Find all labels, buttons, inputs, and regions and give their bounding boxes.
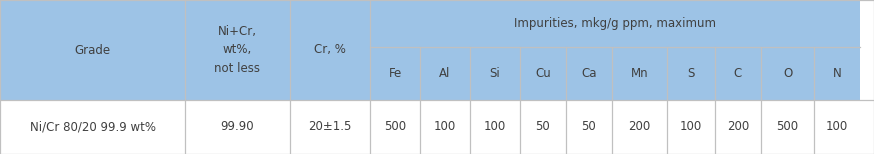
Text: 50: 50 <box>536 120 551 134</box>
Text: Ni/Cr 80/20 99.9 wt%: Ni/Cr 80/20 99.9 wt% <box>30 120 156 134</box>
Text: 100: 100 <box>680 120 702 134</box>
Text: Fe: Fe <box>388 67 402 80</box>
Text: 99.90: 99.90 <box>221 120 254 134</box>
Text: 20±1.5: 20±1.5 <box>309 120 351 134</box>
Text: N: N <box>833 67 842 80</box>
Text: Al: Al <box>440 67 451 80</box>
Text: 100: 100 <box>434 120 456 134</box>
Text: Si: Si <box>489 67 501 80</box>
Text: Cu: Cu <box>535 67 551 80</box>
Text: Cr, %: Cr, % <box>314 43 346 57</box>
Text: 100: 100 <box>826 120 848 134</box>
Text: Impurities, mkg/g ppm, maximum: Impurities, mkg/g ppm, maximum <box>514 17 716 30</box>
Text: 100: 100 <box>484 120 506 134</box>
Text: Ca: Ca <box>581 67 597 80</box>
Text: O: O <box>783 67 792 80</box>
Text: 500: 500 <box>384 120 406 134</box>
Text: 500: 500 <box>776 120 799 134</box>
Text: 200: 200 <box>727 120 749 134</box>
Bar <box>0 0 370 100</box>
Text: 50: 50 <box>581 120 596 134</box>
Text: Ni+Cr,
wt%,
not less: Ni+Cr, wt%, not less <box>214 26 260 75</box>
Text: S: S <box>687 67 695 80</box>
Text: C: C <box>734 67 742 80</box>
Text: Grade: Grade <box>74 43 111 57</box>
Text: Mn: Mn <box>631 67 649 80</box>
Bar <box>0 100 874 154</box>
Text: 200: 200 <box>628 120 650 134</box>
Bar <box>370 0 860 100</box>
